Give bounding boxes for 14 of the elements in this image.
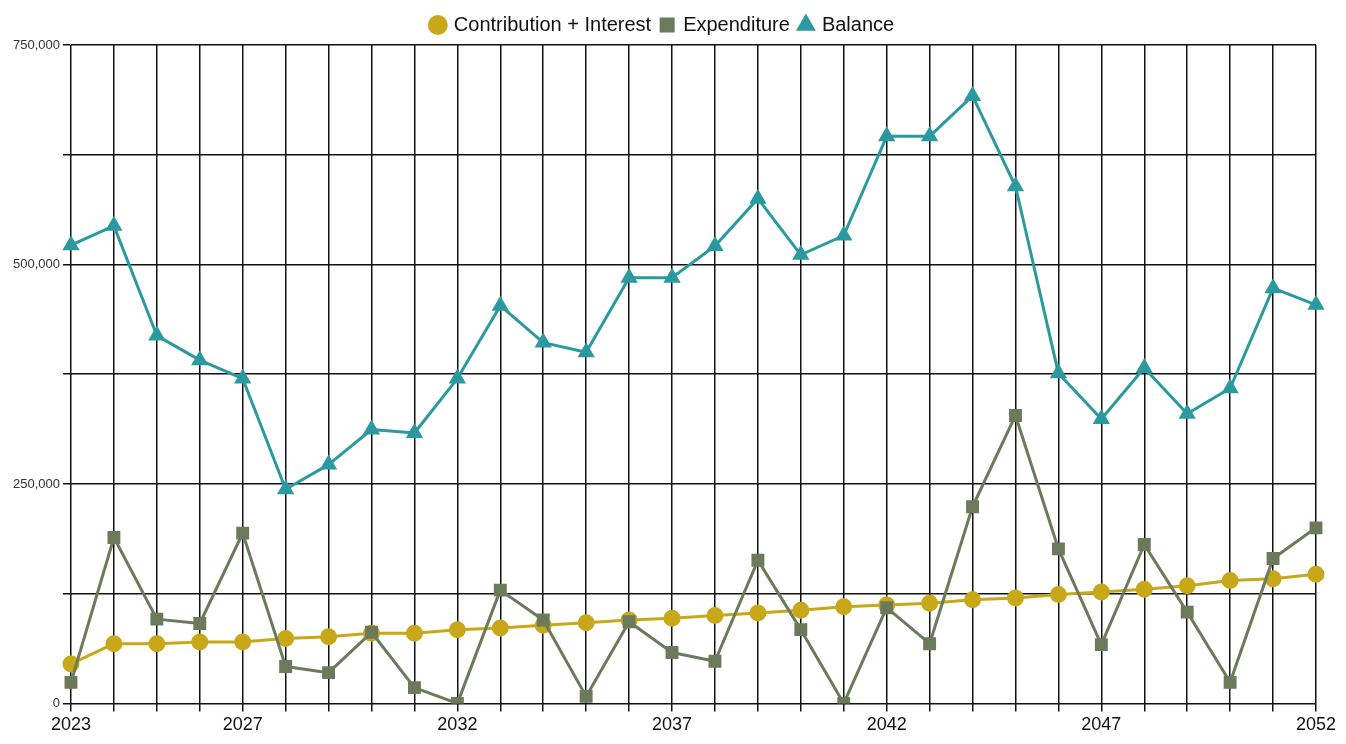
y-tick-label: 250,000 — [12, 475, 60, 491]
y-tick-label: 750,000 — [12, 36, 60, 52]
x-tick-label: 2052 — [1295, 714, 1337, 735]
legend-label: Balance — [821, 12, 895, 35]
legend-label: Expenditure — [683, 12, 790, 35]
legend-label: Contribution + Interest — [453, 12, 652, 35]
x-tick-label: 2027 — [222, 714, 263, 735]
x-tick-label: 2032 — [437, 714, 478, 735]
x-tick-label: 2047 — [1081, 714, 1122, 735]
x-tick-label: 2023 — [50, 714, 92, 735]
x-tick-label: 2042 — [866, 714, 907, 735]
y-tick-label: 500,000 — [12, 256, 60, 272]
y-tick-label: 0 — [52, 694, 60, 710]
x-tick-label: 2037 — [652, 714, 693, 735]
